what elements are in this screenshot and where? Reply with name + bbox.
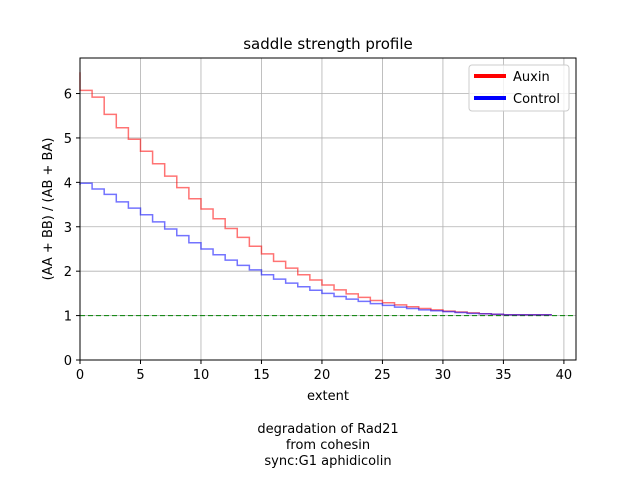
plot-frame: [79, 57, 577, 361]
y-tick-label: 5: [64, 132, 72, 147]
x-tick-label: 0: [76, 368, 84, 383]
x-tick-label: 15: [253, 368, 270, 383]
y-tick-label: 4: [64, 176, 72, 191]
x-tick-label: 25: [374, 368, 391, 383]
y-tick-label: 1: [64, 310, 72, 325]
chart-title: saddle strength profile: [243, 35, 413, 53]
caption-line-2: from cohesin: [286, 438, 370, 453]
series-line-control: [79, 182, 552, 316]
x-tick-label: 35: [495, 368, 512, 383]
x-tick-label: 10: [193, 368, 210, 383]
y-tick-label: 6: [64, 88, 72, 103]
caption-line-3: sync:G1 aphidicolin: [264, 454, 391, 469]
x-tick-label: 20: [314, 368, 331, 383]
legend: Auxin Control: [468, 64, 570, 112]
x-tick-label: 30: [435, 368, 452, 383]
y-axis-label: (AA + BB) / (AB + BA): [41, 138, 56, 281]
legend-label-control: Control: [513, 92, 560, 107]
y-tick-label: 2: [64, 265, 72, 280]
x-tick-label: 5: [136, 368, 144, 383]
x-axis-label: extent: [307, 389, 349, 404]
caption-line-1: degradation of Rad21: [257, 422, 398, 437]
y-tick-label: 3: [64, 221, 72, 236]
x-tick-label: 40: [556, 368, 573, 383]
legend-label-auxin: Auxin: [513, 70, 550, 85]
ticks: 0 5 10 15 20 25 30 35 40 0 1 2 3 4 5 6: [64, 88, 572, 383]
caption: degradation of Rad21 from cohesin sync:G…: [257, 422, 398, 469]
series-layer: [79, 72, 576, 317]
y-tick-label: 0: [64, 354, 72, 369]
